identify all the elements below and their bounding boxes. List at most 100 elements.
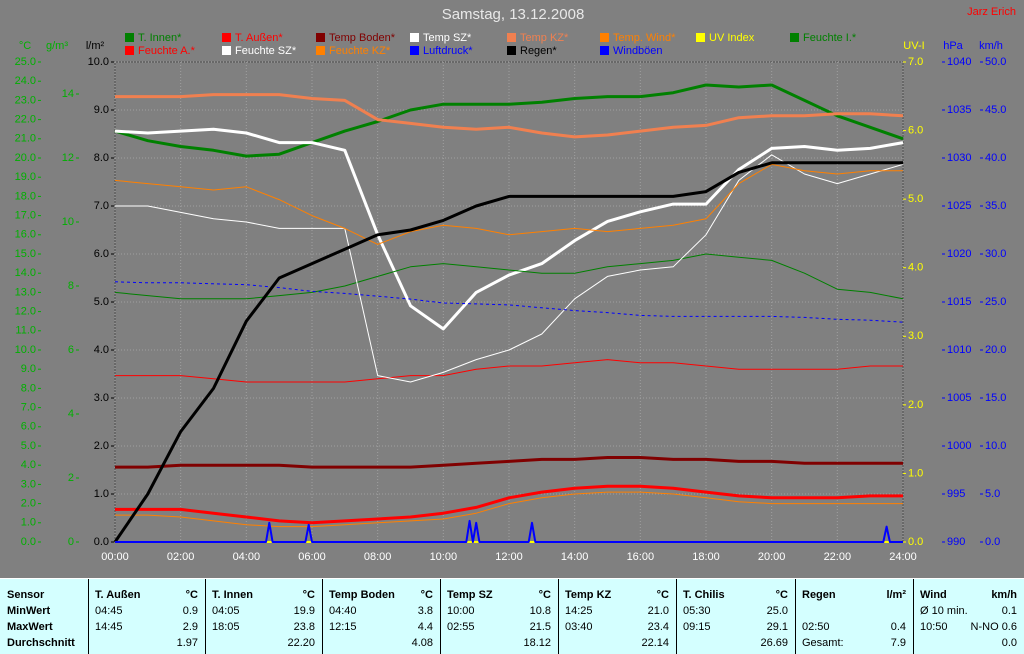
legend-swatch bbox=[222, 33, 231, 42]
series-line bbox=[115, 484, 903, 525]
series-line bbox=[115, 359, 903, 383]
y-tick-label: 995 bbox=[947, 488, 965, 500]
y-tick-label: 12.0 bbox=[15, 306, 36, 318]
legend-label: T. Außen* bbox=[235, 32, 283, 44]
cell-value: 0.0 bbox=[1001, 637, 1017, 649]
series-line bbox=[114, 163, 903, 245]
y-tick-label: 8.0 bbox=[94, 152, 109, 164]
cell-text: 03:40 bbox=[565, 621, 593, 633]
column-separator bbox=[676, 579, 677, 654]
cell-text: Gesamt: bbox=[802, 637, 844, 649]
cell-value: 26.69 bbox=[760, 637, 788, 649]
column-separator bbox=[88, 579, 89, 654]
x-tick-label: 18:00 bbox=[692, 551, 720, 563]
cell-value: 21.0 bbox=[647, 605, 669, 617]
legend-label: Feuchte KZ* bbox=[329, 45, 391, 57]
y-tick-label: 7.0 bbox=[21, 402, 36, 414]
stats-table: Sensor T. Außen °C T. Innen °C Temp Boden °C Te… bbox=[0, 578, 1024, 654]
cell-value: 3.8 bbox=[417, 605, 433, 617]
legend-swatch bbox=[507, 46, 516, 55]
x-tick-label: 24:00 bbox=[889, 551, 917, 563]
x-tick-label: 16:00 bbox=[627, 551, 655, 563]
y-tick-label: 1040 bbox=[947, 56, 971, 68]
row-label: Durchschnitt bbox=[7, 637, 75, 649]
cell-text: T. Innen bbox=[212, 589, 253, 601]
y-tick-label: 10 bbox=[62, 216, 74, 228]
y-tick-label: 990 bbox=[947, 536, 965, 548]
y-tick-label: 2 bbox=[68, 472, 74, 484]
y-tick-label: 12 bbox=[62, 152, 74, 164]
legend-swatch bbox=[316, 46, 325, 55]
y-tick-label: 10.0 bbox=[985, 440, 1006, 452]
cell-value: 0.1 bbox=[1001, 605, 1017, 617]
legend-label: T. Innen* bbox=[138, 32, 182, 44]
y-tick-label: 22.0 bbox=[15, 114, 36, 126]
y-tick-label: 1010 bbox=[947, 344, 971, 356]
legend-label: UV Index bbox=[709, 32, 755, 44]
y-tick-label: 35.0 bbox=[985, 200, 1006, 212]
legend-label: Luftdruck* bbox=[423, 45, 473, 57]
cell-value: 23.4 bbox=[647, 621, 669, 633]
legend-label: Temp SZ* bbox=[423, 32, 472, 44]
cell-value: 22.14 bbox=[641, 637, 669, 649]
row-label: MaxWert bbox=[7, 621, 53, 633]
row-label: Sensor bbox=[7, 589, 45, 601]
cell-value: °C bbox=[538, 589, 551, 601]
cell-text: 12:15 bbox=[329, 621, 357, 633]
y-tick-label: 16.0 bbox=[15, 229, 36, 241]
column-separator bbox=[558, 579, 559, 654]
legend-swatch bbox=[600, 33, 609, 42]
y-tick-label: 20.0 bbox=[15, 152, 36, 164]
cell-value: 7.9 bbox=[890, 637, 906, 649]
series-line bbox=[114, 253, 904, 300]
y-tick-label: 1005 bbox=[947, 392, 971, 404]
y-tick-label: 30.0 bbox=[985, 248, 1006, 260]
legend-swatch bbox=[125, 46, 134, 55]
legend-label: Feuchte A.* bbox=[138, 45, 196, 57]
cell-value: N-NO 0.6 bbox=[970, 621, 1017, 633]
legend-swatch bbox=[410, 33, 419, 42]
cell-value: °C bbox=[775, 589, 788, 601]
cell-text: Ø 10 min. bbox=[920, 605, 968, 617]
y-tick-label: 45.0 bbox=[985, 104, 1006, 116]
y-tick-label: 0.0 bbox=[908, 536, 923, 548]
y-tick-label: 6.0 bbox=[21, 421, 36, 433]
legend-label: Temp Boden* bbox=[329, 32, 396, 44]
y-tick-label: 25.0 bbox=[985, 296, 1006, 308]
y-tick-label: 40.0 bbox=[985, 152, 1006, 164]
cell-value: 29.1 bbox=[766, 621, 788, 633]
series-line bbox=[115, 456, 903, 469]
y-tick-label: 8.0 bbox=[21, 382, 36, 394]
x-tick-label: 04:00 bbox=[233, 551, 261, 563]
series-line bbox=[115, 154, 904, 383]
y-tick-label: 23.0 bbox=[15, 94, 36, 106]
y-tick-label: 1025 bbox=[947, 200, 971, 212]
cell-text: 14:45 bbox=[95, 621, 123, 633]
cell-value: 21.5 bbox=[529, 621, 551, 633]
y-tick-label: 5.0 bbox=[21, 440, 36, 452]
cell-value: 0.4 bbox=[890, 621, 906, 633]
y-tick-label: 8 bbox=[68, 280, 74, 292]
y-tick-label: 6 bbox=[68, 344, 74, 356]
axis-title: °C bbox=[19, 40, 31, 52]
y-tick-label: 2.0 bbox=[21, 498, 36, 510]
axis-title: g/m³ bbox=[46, 40, 68, 52]
cell-value: 1.97 bbox=[176, 637, 198, 649]
y-tick-label: 19.0 bbox=[15, 171, 36, 183]
column-separator bbox=[205, 579, 206, 654]
legend-label: Feuchte I.* bbox=[803, 32, 857, 44]
y-tick-label: 1030 bbox=[947, 152, 971, 164]
y-tick-label: 4 bbox=[68, 408, 74, 420]
cell-value: °C bbox=[302, 589, 315, 601]
legend-swatch bbox=[410, 46, 419, 55]
y-tick-label: 1.0 bbox=[21, 517, 36, 529]
cell-value: 25.0 bbox=[766, 605, 788, 617]
y-tick-label: 7.0 bbox=[908, 56, 923, 68]
cell-text: T. Außen bbox=[95, 589, 141, 601]
y-tick-label: 3.0 bbox=[94, 392, 109, 404]
y-tick-label: 11.0 bbox=[15, 325, 36, 337]
y-tick-label: 13.0 bbox=[15, 286, 36, 298]
series-line bbox=[115, 93, 904, 139]
author: Jarz Erich bbox=[967, 6, 1016, 18]
